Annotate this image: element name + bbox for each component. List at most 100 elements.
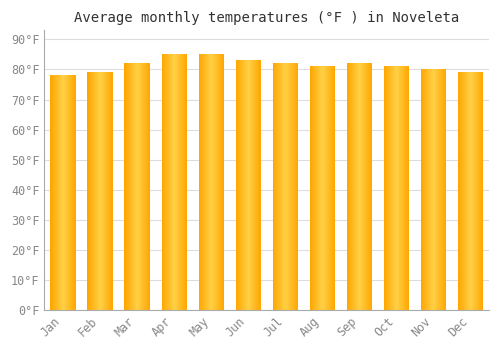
Bar [321, 66, 322, 310]
Bar [62, 76, 63, 310]
Bar [348, 63, 349, 310]
Bar [244, 61, 245, 310]
Title: Average monthly temperatures (°F ) in Noveleta: Average monthly temperatures (°F ) in No… [74, 11, 460, 25]
Bar [91, 72, 92, 310]
Bar [443, 70, 444, 310]
Bar [125, 63, 126, 310]
Bar [241, 61, 242, 310]
Bar [310, 66, 311, 310]
Bar [396, 66, 397, 310]
Bar [109, 72, 110, 310]
Bar [356, 63, 357, 310]
Bar [185, 55, 186, 310]
Bar [249, 61, 250, 310]
Bar [458, 72, 459, 310]
Bar [434, 70, 436, 310]
Bar [51, 76, 52, 310]
Bar [350, 63, 351, 310]
Bar [329, 66, 330, 310]
Bar [362, 63, 363, 310]
Bar [73, 76, 74, 310]
Bar [61, 76, 62, 310]
Bar [317, 66, 318, 310]
Bar [53, 76, 54, 310]
Bar [70, 76, 71, 310]
Bar [388, 66, 390, 310]
Bar [473, 72, 474, 310]
Bar [208, 55, 210, 310]
Bar [240, 61, 242, 310]
Bar [246, 61, 247, 310]
Bar [110, 72, 112, 310]
Bar [294, 63, 296, 310]
Bar [126, 63, 127, 310]
Bar [353, 63, 354, 310]
Bar [395, 66, 396, 310]
Bar [287, 63, 288, 310]
Bar [199, 55, 200, 310]
Bar [236, 61, 237, 310]
Bar [293, 63, 294, 310]
Bar [386, 66, 387, 310]
Bar [168, 55, 169, 310]
Bar [103, 72, 104, 310]
Bar [124, 63, 125, 310]
Bar [325, 66, 326, 310]
Bar [330, 66, 331, 310]
Bar [182, 55, 183, 310]
Bar [147, 63, 148, 310]
Bar [250, 61, 252, 310]
Bar [442, 70, 443, 310]
Bar [130, 63, 131, 310]
Bar [127, 63, 128, 310]
Bar [273, 63, 274, 310]
Bar [132, 63, 134, 310]
Bar [314, 66, 316, 310]
Bar [424, 70, 425, 310]
Bar [214, 55, 215, 310]
Bar [466, 72, 468, 310]
Bar [252, 61, 253, 310]
Bar [106, 72, 107, 310]
Bar [243, 61, 244, 310]
Bar [63, 76, 64, 310]
Bar [364, 63, 365, 310]
Bar [390, 66, 392, 310]
Bar [296, 63, 297, 310]
Bar [142, 63, 143, 310]
Bar [280, 63, 281, 310]
Bar [174, 55, 175, 310]
Bar [166, 55, 167, 310]
Bar [144, 63, 146, 310]
Bar [71, 76, 72, 310]
Bar [358, 63, 360, 310]
Bar [444, 70, 446, 310]
Bar [470, 72, 471, 310]
Bar [180, 55, 181, 310]
Bar [311, 66, 312, 310]
Bar [55, 76, 56, 310]
Bar [387, 66, 388, 310]
Bar [163, 55, 164, 310]
Bar [211, 55, 212, 310]
Bar [141, 63, 142, 310]
Bar [467, 72, 468, 310]
Bar [478, 72, 479, 310]
Bar [128, 63, 129, 310]
Bar [136, 63, 137, 310]
Bar [438, 70, 439, 310]
Bar [331, 66, 332, 310]
Bar [200, 55, 201, 310]
Bar [110, 72, 111, 310]
Bar [222, 55, 223, 310]
Bar [312, 66, 313, 310]
Bar [332, 66, 333, 310]
Bar [313, 66, 314, 310]
Bar [238, 61, 240, 310]
Bar [367, 63, 368, 310]
Bar [258, 61, 259, 310]
Bar [205, 55, 206, 310]
Bar [256, 61, 257, 310]
Bar [282, 63, 284, 310]
Bar [439, 70, 440, 310]
